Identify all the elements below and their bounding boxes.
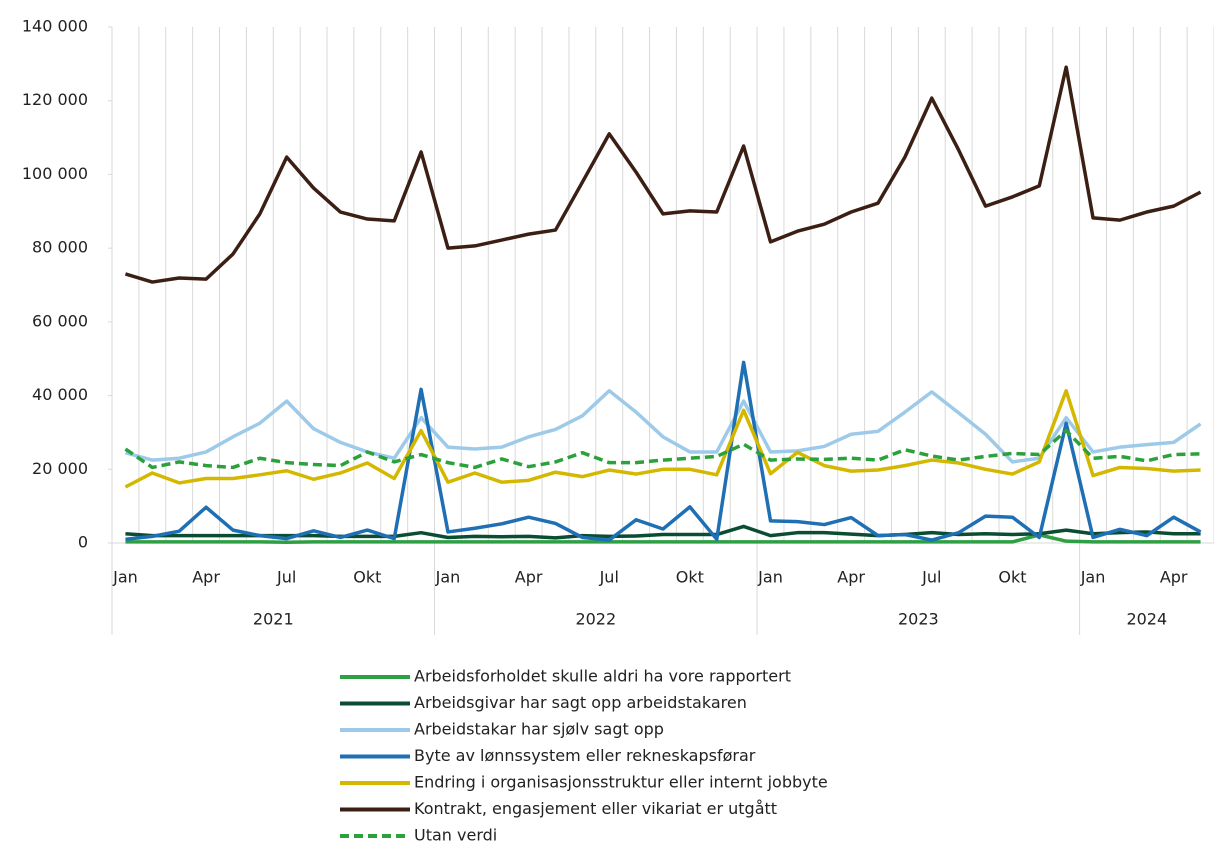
- year-label: 2023: [898, 610, 939, 629]
- x-tick-label: Apr: [837, 568, 865, 587]
- y-tick-label: 40 000: [32, 385, 88, 404]
- legend-label: Endring i organisasjonsstruktur eller in…: [414, 773, 828, 792]
- x-tick-label: Jan: [1080, 568, 1106, 587]
- y-tick-label: 140 000: [22, 17, 88, 36]
- y-tick-label: 60 000: [32, 311, 88, 330]
- legend-label: Utan verdi: [414, 826, 497, 845]
- x-tick-label: Apr: [192, 568, 220, 587]
- year-label: 2021: [253, 610, 294, 629]
- series-line: [124, 389, 1201, 489]
- year-label: 2022: [575, 610, 616, 629]
- series-line: [125, 524, 1201, 540]
- x-tick-label: Jan: [112, 568, 138, 587]
- x-tick-label: Apr: [515, 568, 543, 587]
- series-line: [124, 65, 1202, 284]
- x-tick-label: Jul: [276, 568, 296, 587]
- y-tick-label: 100 000: [22, 164, 88, 183]
- x-tick-label: Okt: [998, 568, 1026, 587]
- x-tick-label: Okt: [353, 568, 381, 587]
- year-label: 2024: [1126, 610, 1167, 629]
- series-line: [124, 428, 1201, 470]
- x-tick-label: Jan: [435, 568, 461, 587]
- legend-label: Kontrakt, engasjement eller vikariat er …: [414, 799, 777, 818]
- legend-label: Byte av lønnssystem eller rekneskapsføra…: [414, 746, 756, 765]
- x-tick-label: Okt: [676, 568, 704, 587]
- legend-label: Arbeidsgivar har sagt opp arbeidstakaren: [414, 693, 747, 712]
- legend-label: Arbeidsforholdet skulle aldri ha vore ra…: [414, 667, 791, 686]
- y-tick-label: 0: [78, 533, 88, 552]
- y-tick-label: 80 000: [32, 238, 88, 257]
- series-line: [125, 533, 1201, 545]
- series-line: [124, 389, 1202, 464]
- y-tick-label: 120 000: [22, 90, 88, 109]
- x-tick-label: Jan: [757, 568, 783, 587]
- legend-label: Arbeidstakar har sjølv sagt opp: [414, 720, 664, 739]
- y-tick-label: 20 000: [32, 459, 88, 478]
- x-tick-label: Jul: [921, 568, 941, 587]
- x-tick-label: Apr: [1160, 568, 1188, 587]
- series-line: [125, 360, 1202, 542]
- x-tick-label: Jul: [599, 568, 619, 587]
